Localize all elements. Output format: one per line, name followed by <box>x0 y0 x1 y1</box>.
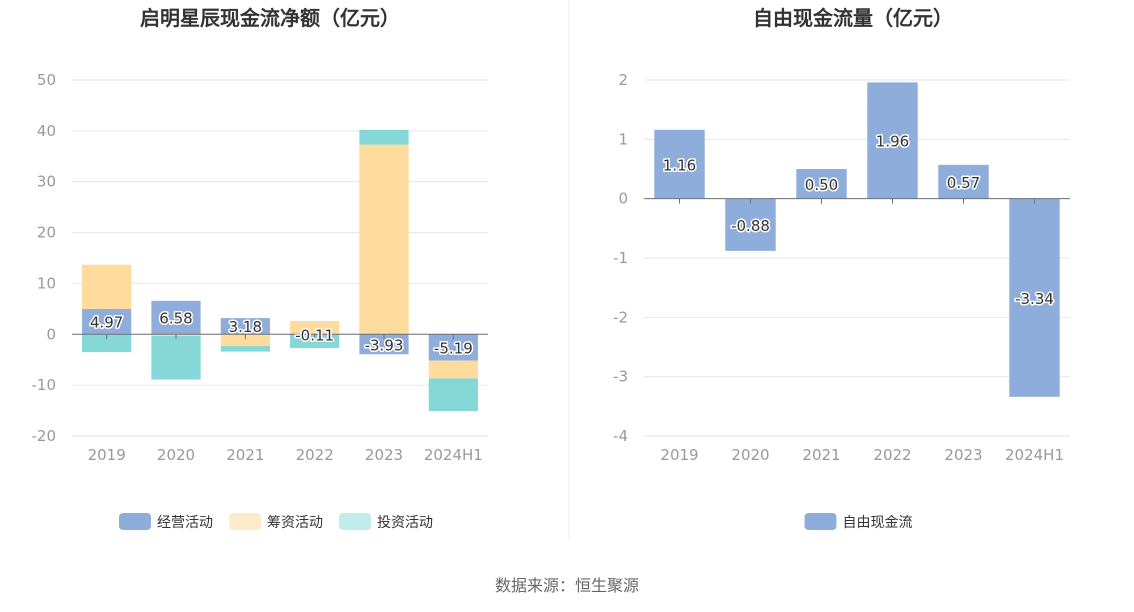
y-tick-label: -20 <box>32 427 57 445</box>
y-tick-label: 30 <box>37 173 56 191</box>
bar-经营活动-2020[interactable] <box>151 300 201 335</box>
bar-自由现金流-2019[interactable] <box>654 129 705 199</box>
bar-筹资活动-2023[interactable] <box>359 144 409 335</box>
chart2-data-labels: 1.16 -0.88 0.50 1.96 0.57 -3.34 <box>661 131 1055 309</box>
y-tick-label: -2 <box>613 308 628 326</box>
bar-投资活动-2019[interactable] <box>82 334 132 353</box>
y-tick-label: 1 <box>618 130 628 148</box>
bar-经营活动-2023[interactable] <box>359 334 409 355</box>
legend-label: 投资活动 <box>377 515 433 531</box>
bar-经营活动-2021[interactable] <box>220 318 270 335</box>
chart2-title: 自由现金流量（亿元） <box>753 6 953 30</box>
x-tick-label: 2023 <box>365 446 403 464</box>
bar-投资活动-2021[interactable] <box>220 345 270 352</box>
y-tick-label: -10 <box>32 376 57 394</box>
bar-自由现金流-2023[interactable] <box>938 164 989 199</box>
legend-label: 自由现金流 <box>843 515 913 531</box>
data-label: -0.88 <box>731 217 770 235</box>
y-tick-label: 0 <box>618 190 628 208</box>
legend-item-筹资活动[interactable]: 筹资活动 <box>229 513 323 531</box>
legend-label: 经营活动 <box>157 515 213 531</box>
data-label: 6.58 <box>159 310 192 328</box>
data-label: 1.96 <box>876 133 909 151</box>
x-tick-label: 2020 <box>157 446 195 464</box>
bar-投资活动-2020[interactable] <box>151 335 201 380</box>
chart1-title: 启明星辰现金流净额（亿元） <box>140 6 400 30</box>
free-cash-flow-chart: 自由现金流量（亿元） 210-1-2-3-4 2019 2020 2021 2022 2… <box>613 6 1070 531</box>
y-tick-label: 20 <box>37 224 56 242</box>
bar-筹资活动-2021[interactable] <box>220 334 270 346</box>
x-tick-label: 2024H1 <box>1005 446 1064 464</box>
y-tick-label: -1 <box>613 249 628 267</box>
data-label: 0.57 <box>947 174 980 192</box>
x-tick-label: 2019 <box>660 446 698 464</box>
legend-swatch <box>229 513 261 530</box>
legend-swatch <box>804 513 837 530</box>
legend-swatch <box>339 513 371 530</box>
x-tick-label: 2022 <box>873 446 911 464</box>
x-tick-label: 2019 <box>88 446 126 464</box>
y-tick-label: 0 <box>46 325 56 343</box>
legend-item-经营活动[interactable]: 经营活动 <box>119 513 213 531</box>
bar-自由现金流-2022[interactable] <box>867 82 918 199</box>
x-tick-label: 2020 <box>731 446 769 464</box>
bar-筹资活动-2022[interactable] <box>290 321 340 335</box>
legend-item-投资活动[interactable]: 投资活动 <box>339 513 433 531</box>
y-tick-label: 10 <box>37 274 56 292</box>
x-tick-label: 2023 <box>944 446 982 464</box>
data-label: 1.16 <box>663 156 696 174</box>
data-source-note: 数据来源：恒生聚源 <box>494 576 639 595</box>
bar-自由现金流-2021[interactable] <box>796 169 847 199</box>
y-tick-label: -3 <box>613 368 628 386</box>
chart1-legend[interactable]: 经营活动 筹资活动 投资活动 <box>119 513 433 531</box>
data-label: -3.93 <box>365 336 404 354</box>
x-tick-label: 2021 <box>226 446 264 464</box>
chart2-legend[interactable]: 自由现金流 <box>804 513 913 531</box>
legend-swatch <box>119 513 151 530</box>
bar-经营活动-2019[interactable] <box>82 309 132 335</box>
chart1-y-axis: 50 40 30 20 10 0 -10 -20 <box>32 71 57 445</box>
legend-label: 筹资活动 <box>267 514 323 531</box>
chart1-x-axis: 2019 2020 2021 2022 2023 2024H1 <box>88 334 483 464</box>
bar-自由现金流-2020[interactable] <box>725 198 776 251</box>
y-tick-label: 2 <box>618 71 628 89</box>
bar-筹资活动-2019[interactable] <box>82 264 132 310</box>
y-tick-label: -4 <box>613 427 628 445</box>
chart2-x-axis: 2019 2020 2021 2022 2023 2024H1 <box>660 198 1064 464</box>
bar-投资活动-2023[interactable] <box>359 129 409 145</box>
bar-筹资活动-2024H1[interactable] <box>428 360 478 379</box>
y-tick-label: 50 <box>37 71 56 89</box>
bar-投资活动-2022[interactable] <box>290 334 340 349</box>
chart1-bars <box>72 129 488 412</box>
data-label: -3.34 <box>1015 290 1054 308</box>
data-label: 3.18 <box>229 318 262 336</box>
data-label: 4.97 <box>90 314 123 332</box>
cash-flow-net-chart: 启明星辰现金流净额（亿元） 50 40 30 20 10 0 -10 -20 2019 2020… <box>32 6 488 531</box>
chart2-gridlines <box>644 79 1070 437</box>
data-label: -0.11 <box>295 327 334 345</box>
x-tick-label: 2021 <box>802 446 840 464</box>
chart2-y-axis: 2 1 0 -1 -2 -3 -4 <box>613 71 628 445</box>
x-tick-label: 2022 <box>296 446 334 464</box>
chart1-gridlines <box>72 79 488 437</box>
x-tick-label: 2024H1 <box>424 446 483 464</box>
data-label: -5.19 <box>434 339 473 357</box>
legend-item-自由现金流[interactable]: 自由现金流 <box>804 513 913 531</box>
bar-自由现金流-2024H1[interactable] <box>1009 198 1060 397</box>
chart1-data-labels: 4.97 6.58 3.18 -0.11 -3.93 -5.19 <box>88 308 474 359</box>
data-label: 0.50 <box>805 176 838 194</box>
bar-投资活动-2024H1[interactable] <box>428 378 478 412</box>
chart2-bars <box>644 82 1070 397</box>
y-tick-label: 40 <box>37 122 56 140</box>
